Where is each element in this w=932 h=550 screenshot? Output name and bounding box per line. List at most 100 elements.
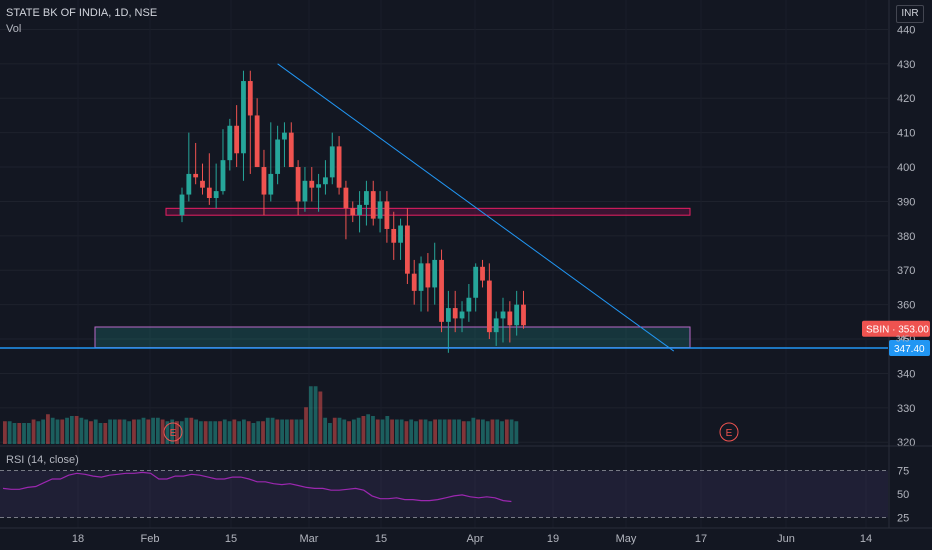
volume-bar xyxy=(194,419,198,444)
volume-bar xyxy=(203,421,208,444)
candle-body xyxy=(500,311,506,319)
candle-body xyxy=(241,81,246,154)
volume-bar xyxy=(136,419,141,444)
volume-bar xyxy=(337,417,342,444)
time-axis[interactable]: 18 Feb 15 Mar 15 Apr 19 May 17 Jun 14 xyxy=(0,527,932,545)
volume-bar xyxy=(60,419,65,444)
volume-bar xyxy=(280,419,285,444)
price-tick-label: 330 xyxy=(897,403,915,415)
candle-body xyxy=(364,191,369,205)
volume-bar xyxy=(232,419,237,444)
volume-bar xyxy=(184,417,189,444)
rsi-level-label: 50 xyxy=(897,489,909,501)
volume-bar xyxy=(404,421,409,444)
volume-bar xyxy=(323,417,328,444)
candle-body xyxy=(404,225,410,274)
volume-bar xyxy=(218,421,222,444)
rsi-level-label: 25 xyxy=(897,513,909,525)
volume-bar xyxy=(127,421,132,444)
volume-bar xyxy=(433,419,437,444)
line-price-tag xyxy=(889,339,930,356)
volume-bar xyxy=(361,416,366,444)
time-tick-label: Feb xyxy=(141,533,160,545)
volume-bar xyxy=(50,417,55,444)
price-tick-label: 340 xyxy=(897,368,915,380)
volume-bar xyxy=(117,419,122,444)
volume-bar xyxy=(160,419,165,444)
candle-body xyxy=(179,194,185,216)
support-zone[interactable] xyxy=(94,326,691,349)
last-price-tag xyxy=(862,320,930,337)
candle-body xyxy=(480,266,485,281)
volume-bar xyxy=(471,417,476,444)
volume-bar xyxy=(394,419,399,444)
volume-bars xyxy=(3,386,519,444)
volume-bar xyxy=(452,419,457,444)
time-tick-label: 18 xyxy=(72,533,84,545)
volume-bar xyxy=(457,419,461,444)
earnings-marker[interactable] xyxy=(719,422,739,442)
candle-body xyxy=(268,173,274,195)
price-tick-label: 420 xyxy=(897,93,915,105)
volume-bar xyxy=(155,417,160,444)
volume-bar xyxy=(93,419,98,444)
candle-body xyxy=(254,115,260,168)
price-tick-label: 400 xyxy=(897,162,915,174)
earnings-marker[interactable] xyxy=(163,422,183,442)
volume-bar xyxy=(12,423,17,444)
annotation-zones[interactable] xyxy=(94,207,691,349)
candle-body xyxy=(288,132,294,168)
volume-bar xyxy=(261,421,265,444)
volume-bar xyxy=(242,419,246,444)
time-tick-label: 14 xyxy=(860,533,872,545)
volume-bar xyxy=(380,419,385,444)
volume-bar xyxy=(308,386,313,444)
candle-body xyxy=(439,259,444,322)
volume-bar xyxy=(36,421,41,444)
time-tick-label: 17 xyxy=(695,533,707,545)
candle-body xyxy=(418,263,424,291)
volume-bar xyxy=(55,419,60,444)
rsi-panel[interactable]: 75 50 25 xyxy=(0,445,932,525)
price-tick-label: 370 xyxy=(897,265,915,277)
time-tick-label: 15 xyxy=(225,533,237,545)
time-tick-label: 15 xyxy=(375,533,387,545)
candle-body xyxy=(445,308,451,322)
rsi-title: RSI (14, close) xyxy=(6,454,79,466)
volume-bar xyxy=(26,423,31,444)
candle-body xyxy=(377,201,383,219)
volume-bar xyxy=(141,417,146,444)
candle-body xyxy=(411,273,417,291)
volume-bar xyxy=(442,419,447,444)
candle-body xyxy=(234,125,240,154)
candle-body xyxy=(452,308,458,319)
annotation-lines[interactable] xyxy=(0,63,888,352)
trendline[interactable] xyxy=(277,63,675,352)
volume-bar xyxy=(251,423,256,444)
candle-body xyxy=(486,280,492,333)
candle-body xyxy=(323,177,328,185)
candle-body xyxy=(336,146,342,188)
candle-body xyxy=(316,184,321,188)
candles xyxy=(179,70,526,353)
volume-bar xyxy=(485,421,490,444)
volume-bar xyxy=(414,421,418,444)
volume-bar xyxy=(375,419,380,444)
candle-body xyxy=(295,167,301,202)
volume-bar xyxy=(461,421,466,444)
volume-bar xyxy=(165,421,170,444)
earnings-marker-label: E xyxy=(170,428,177,439)
time-tick-label: Mar xyxy=(300,533,319,545)
candle-body xyxy=(193,173,199,178)
resistance-zone[interactable] xyxy=(165,207,691,216)
time-tick-label: May xyxy=(616,533,637,545)
volume-bar xyxy=(500,421,504,444)
volume-bar xyxy=(246,421,251,444)
currency-button[interactable]: INR xyxy=(896,5,924,23)
symbol-title[interactable]: STATE BK OF INDIA, 1D, NSE xyxy=(6,7,158,19)
candle-body xyxy=(261,167,267,195)
candle-body xyxy=(432,259,438,288)
